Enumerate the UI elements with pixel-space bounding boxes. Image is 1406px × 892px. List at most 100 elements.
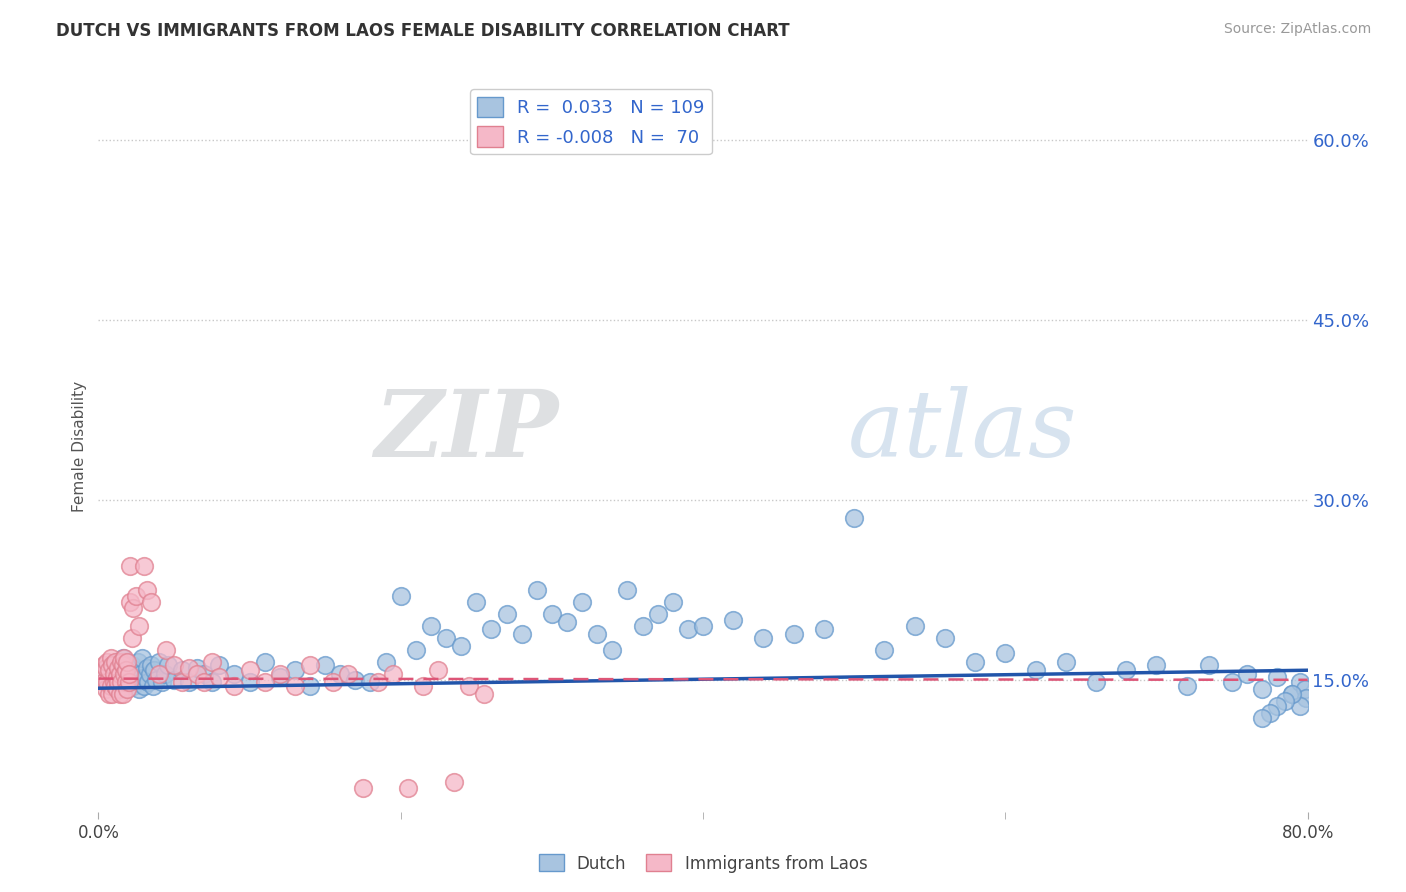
Point bbox=[118, 675, 141, 690]
Point bbox=[118, 666, 141, 681]
Point bbox=[125, 673, 148, 687]
Point bbox=[994, 647, 1017, 661]
Point bbox=[1294, 682, 1316, 697]
Point bbox=[94, 682, 117, 697]
Point bbox=[153, 666, 176, 681]
Point bbox=[108, 666, 131, 681]
Point bbox=[201, 675, 224, 690]
Point bbox=[367, 675, 389, 690]
Point bbox=[1198, 658, 1220, 673]
Point bbox=[141, 595, 163, 609]
Point bbox=[1236, 666, 1258, 681]
Point bbox=[104, 679, 127, 693]
Point bbox=[1281, 687, 1303, 701]
Point bbox=[314, 658, 336, 673]
Point bbox=[103, 679, 125, 693]
Point bbox=[124, 663, 146, 677]
Point bbox=[723, 613, 745, 627]
Point bbox=[108, 682, 131, 697]
Point bbox=[145, 673, 167, 687]
Point bbox=[105, 682, 128, 697]
Point bbox=[136, 675, 159, 690]
Point bbox=[465, 595, 488, 609]
Point bbox=[105, 670, 128, 684]
Point bbox=[602, 643, 624, 657]
Point bbox=[540, 607, 562, 621]
Point bbox=[100, 679, 122, 693]
Point bbox=[224, 679, 246, 693]
Point bbox=[352, 780, 374, 795]
Point bbox=[284, 663, 307, 677]
Point bbox=[139, 666, 162, 681]
Point bbox=[129, 666, 152, 681]
Point bbox=[127, 655, 149, 669]
Point bbox=[631, 619, 654, 633]
Point bbox=[1054, 655, 1077, 669]
Point bbox=[122, 679, 145, 693]
Point bbox=[495, 607, 517, 621]
Point bbox=[269, 666, 291, 681]
Point bbox=[284, 679, 307, 693]
Point bbox=[120, 558, 142, 573]
Point bbox=[111, 651, 134, 665]
Point bbox=[156, 658, 179, 673]
Point bbox=[510, 627, 533, 641]
Point bbox=[1220, 675, 1243, 690]
Point bbox=[131, 651, 153, 665]
Point bbox=[1289, 675, 1312, 690]
Point bbox=[186, 666, 208, 681]
Point bbox=[457, 679, 479, 693]
Point bbox=[253, 675, 276, 690]
Point bbox=[526, 582, 548, 597]
Point bbox=[1281, 687, 1303, 701]
Point bbox=[148, 655, 170, 669]
Point bbox=[186, 661, 208, 675]
Point bbox=[472, 687, 495, 701]
Point bbox=[94, 673, 117, 687]
Point bbox=[813, 623, 835, 637]
Text: ZIP: ZIP bbox=[374, 386, 558, 476]
Point bbox=[96, 661, 118, 675]
Point bbox=[676, 623, 699, 637]
Point bbox=[107, 675, 129, 690]
Point bbox=[253, 655, 276, 669]
Point bbox=[420, 619, 443, 633]
Point bbox=[125, 589, 148, 603]
Point bbox=[170, 675, 193, 690]
Point bbox=[121, 658, 143, 673]
Point bbox=[104, 655, 127, 669]
Point bbox=[873, 643, 896, 657]
Point bbox=[115, 682, 138, 697]
Point bbox=[382, 666, 405, 681]
Legend: Dutch, Immigrants from Laos: Dutch, Immigrants from Laos bbox=[531, 847, 875, 880]
Point bbox=[783, 627, 806, 641]
Point bbox=[179, 675, 201, 690]
Point bbox=[132, 679, 155, 693]
Point bbox=[1251, 711, 1274, 725]
Point bbox=[692, 619, 714, 633]
Point bbox=[179, 661, 201, 675]
Point bbox=[193, 675, 215, 690]
Point bbox=[103, 666, 125, 681]
Point bbox=[101, 658, 124, 673]
Point bbox=[120, 666, 142, 681]
Point bbox=[128, 682, 150, 697]
Point bbox=[100, 651, 122, 665]
Point bbox=[360, 675, 382, 690]
Point bbox=[1267, 699, 1289, 714]
Point bbox=[1267, 670, 1289, 684]
Point bbox=[141, 658, 163, 673]
Point bbox=[112, 679, 135, 693]
Point bbox=[105, 673, 128, 687]
Text: DUTCH VS IMMIGRANTS FROM LAOS FEMALE DISABILITY CORRELATION CHART: DUTCH VS IMMIGRANTS FROM LAOS FEMALE DIS… bbox=[56, 22, 790, 40]
Point bbox=[155, 643, 177, 657]
Point bbox=[336, 666, 359, 681]
Point bbox=[965, 655, 987, 669]
Point bbox=[1289, 699, 1312, 714]
Point bbox=[405, 643, 427, 657]
Point bbox=[170, 663, 193, 677]
Point bbox=[120, 595, 142, 609]
Point bbox=[104, 663, 127, 677]
Point bbox=[114, 663, 136, 677]
Point bbox=[103, 675, 125, 690]
